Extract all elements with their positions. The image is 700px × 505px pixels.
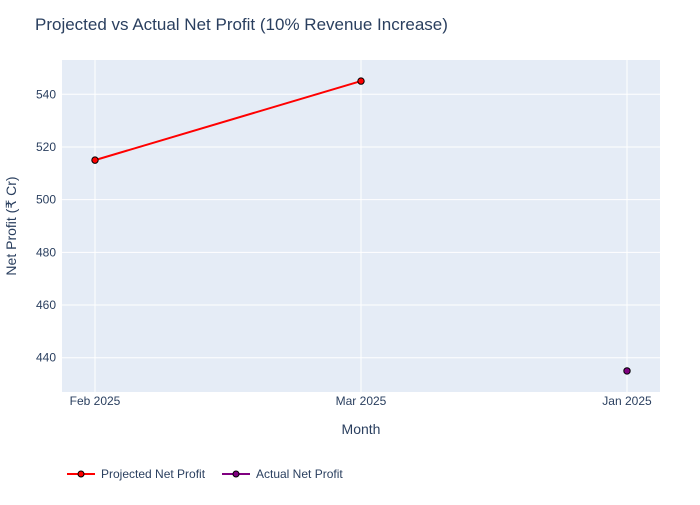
legend: Projected Net Profit Actual Net Profit xyxy=(67,467,343,481)
legend-item-actual[interactable]: Actual Net Profit xyxy=(222,467,343,481)
x-tick-label: Feb 2025 xyxy=(70,394,121,408)
x-tick-label: Jan 2025 xyxy=(602,394,652,408)
y-tick-label: 480 xyxy=(36,245,56,259)
legend-label-actual: Actual Net Profit xyxy=(256,467,343,481)
series-line-0 xyxy=(94,80,362,162)
grid-layer xyxy=(62,60,660,392)
series-0-point-1[interactable] xyxy=(357,77,365,85)
y-tick-labels: 440 460 480 500 520 540 xyxy=(36,87,56,364)
legend-swatch-marker-projected xyxy=(77,470,85,478)
y-tick-label: 440 xyxy=(36,351,56,365)
x-tick-labels: Feb 2025 Mar 2025 Jan 2025 xyxy=(70,394,652,408)
series-0-point-0[interactable] xyxy=(91,156,99,164)
y-axis-title: Net Profit (₹ Cr) xyxy=(3,176,19,275)
chart-title: Projected vs Actual Net Profit (10% Reve… xyxy=(35,15,448,34)
legend-item-projected[interactable]: Projected Net Profit xyxy=(67,467,206,481)
x-axis-title: Month xyxy=(342,421,381,437)
series-1-point-0[interactable] xyxy=(623,367,631,375)
series-layer xyxy=(91,77,631,375)
y-tick-label: 500 xyxy=(36,193,56,207)
y-tick-label: 520 xyxy=(36,140,56,154)
x-tick-label: Mar 2025 xyxy=(336,394,387,408)
legend-label-projected: Projected Net Profit xyxy=(101,467,206,481)
y-tick-label: 460 xyxy=(36,298,56,312)
legend-swatch-marker-actual xyxy=(232,470,240,478)
y-tick-label: 540 xyxy=(36,87,56,101)
